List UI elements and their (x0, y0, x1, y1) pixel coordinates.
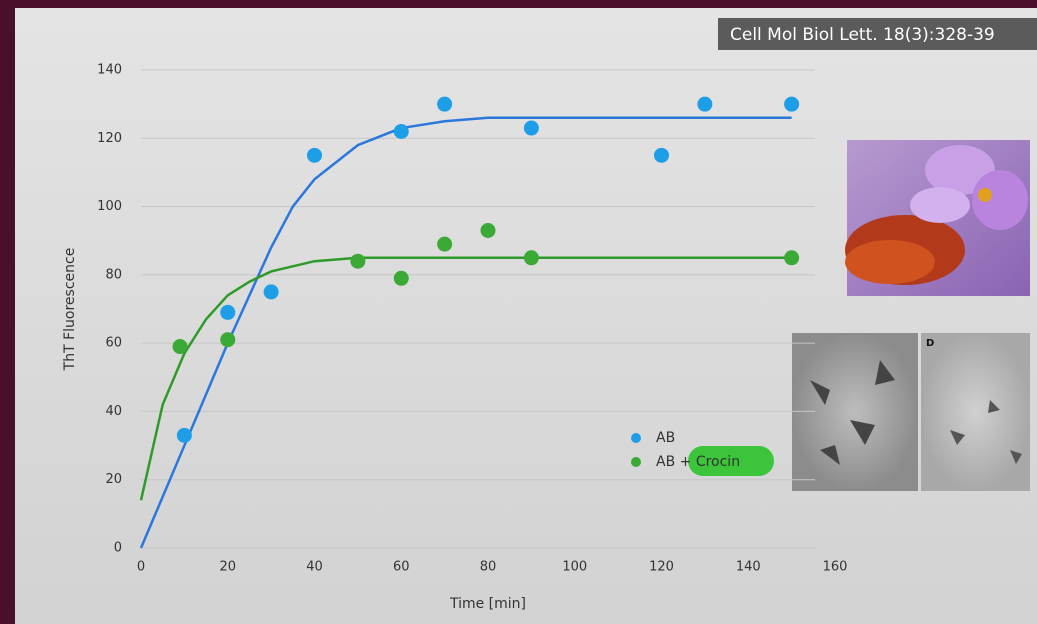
data-point (263, 284, 279, 300)
x-tick-label: 100 (562, 560, 587, 575)
slide-background (15, 8, 1037, 624)
data-point (176, 427, 192, 443)
panel-label: D (926, 338, 934, 349)
y-tick-label: 100 (97, 199, 122, 214)
citation: Cell Mol Biol Lett. 18(3):328-39 (730, 25, 995, 45)
legend-marker (631, 457, 641, 467)
fit-curve (139, 256, 792, 501)
data-point (307, 147, 322, 163)
microscopy-images: D (792, 333, 1030, 491)
data-point (393, 123, 409, 139)
y-tick-label: 120 (97, 131, 122, 146)
data-point (437, 96, 453, 112)
highlight-pill (688, 446, 774, 476)
y-tick-label: 40 (105, 404, 122, 419)
fit-curve (139, 116, 792, 549)
y-axis-label: ThT Fluorescence (62, 248, 78, 372)
data-point (784, 250, 800, 266)
x-tick-label: 140 (736, 560, 761, 575)
y-tick-label: 140 (97, 63, 122, 78)
data-point (437, 236, 453, 252)
legend-label: AB + Crocin (656, 454, 740, 470)
data-point (350, 253, 366, 269)
data-point (480, 222, 496, 238)
data-point (220, 332, 236, 348)
y-tick-label: 0 (114, 541, 122, 556)
x-tick-label: 80 (480, 560, 497, 575)
data-point (393, 270, 409, 286)
y-tick-label: 80 (105, 267, 122, 282)
saffron-photo (845, 140, 1030, 296)
legend-label: AB (656, 430, 675, 446)
data-point (784, 96, 800, 112)
legend-marker (631, 433, 641, 443)
x-tick-label: 160 (823, 560, 848, 575)
data-point (523, 250, 539, 266)
data-point (654, 147, 669, 163)
data-point (523, 120, 539, 136)
x-tick-label: 0 (137, 560, 145, 575)
x-tick-label: 120 (649, 560, 674, 575)
x-tick-label: 60 (393, 560, 410, 575)
y-tick-label: 20 (105, 472, 122, 487)
data-point (172, 339, 188, 355)
x-tick-label: 40 (306, 560, 323, 575)
x-axis-label: Time [min] (449, 596, 526, 612)
data-point (697, 96, 713, 112)
x-tick-label: 20 (219, 560, 236, 575)
y-tick-label: 60 (105, 336, 122, 351)
data-point (220, 304, 236, 320)
citation-box (718, 18, 1037, 50)
